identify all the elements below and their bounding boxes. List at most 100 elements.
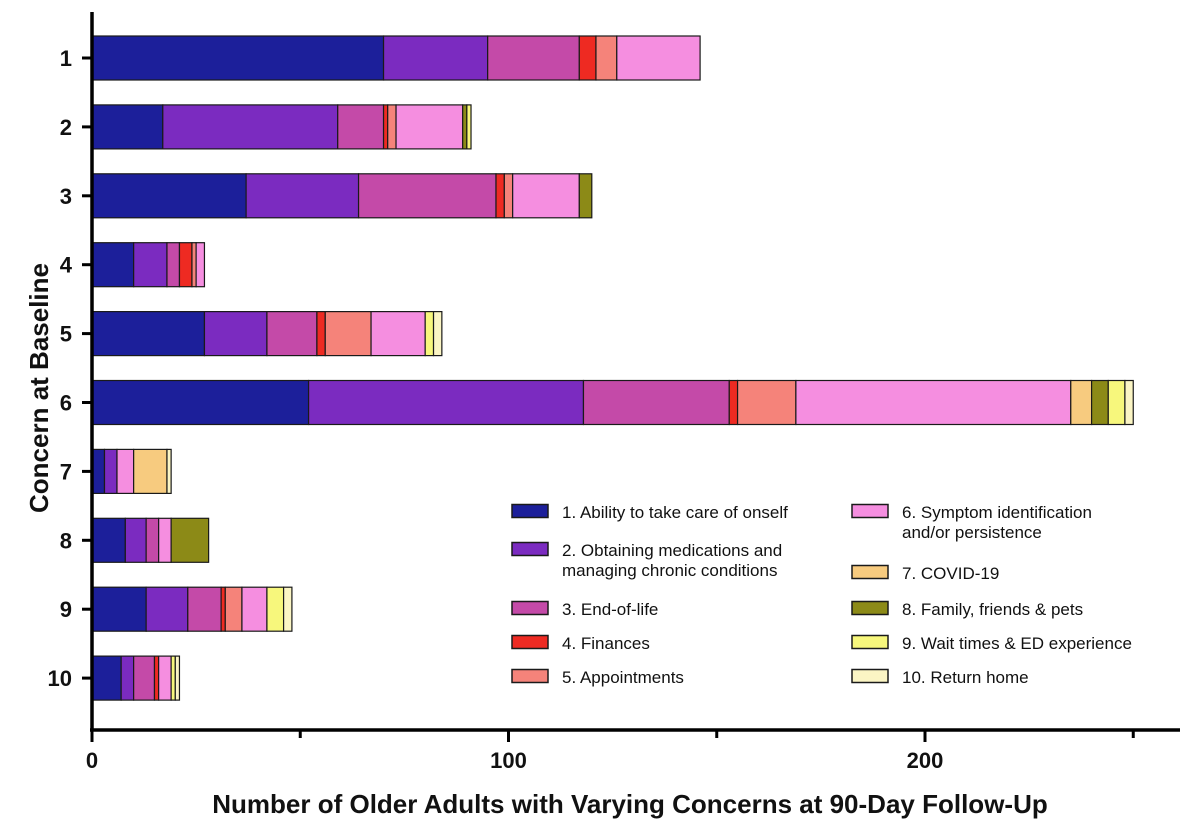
bar-segment-row10-series2 xyxy=(120,655,135,701)
legend-swatch xyxy=(851,503,889,519)
bar-segment-row5-series4 xyxy=(316,311,326,357)
legend-swatch xyxy=(511,503,549,519)
legend-label: 5. Appointments xyxy=(562,668,684,687)
y-tick-label: 10 xyxy=(48,666,72,691)
bar-segment-row8-series6 xyxy=(158,517,172,563)
bar-segment-row10-series1 xyxy=(91,655,122,701)
legend-label: and/or persistence xyxy=(902,523,1042,542)
legend-item: 9. Wait times & ED experience xyxy=(851,634,1132,653)
legend-label: managing chronic conditions xyxy=(562,561,777,580)
y-tick-label: 6 xyxy=(60,391,72,416)
bars-group xyxy=(91,35,1134,701)
legend-swatch xyxy=(851,634,889,650)
bar-segment-row6-series5 xyxy=(736,379,797,426)
bar-segment-row6-series10 xyxy=(1124,379,1134,426)
legend-label: 10. Return home xyxy=(902,668,1029,687)
bar-segment-row6-series9 xyxy=(1107,379,1126,426)
bar-segment-row10-series6 xyxy=(158,655,172,701)
bar-segment-row5-series3 xyxy=(266,311,318,357)
bar-segment-row10-series10 xyxy=(174,655,181,701)
bar-segment-row2-series4 xyxy=(382,104,389,150)
x-tick-label: 100 xyxy=(490,748,527,773)
bar-segment-row6-series6 xyxy=(795,379,1072,426)
bar-segment-row4-series4 xyxy=(178,242,193,288)
x-tick-label: 200 xyxy=(907,748,944,773)
bar-segment-row6-series7 xyxy=(1070,379,1093,426)
y-tick-label: 8 xyxy=(60,528,72,553)
legend-label: 7. COVID-19 xyxy=(902,564,999,583)
bar-segment-row1-series2 xyxy=(382,35,489,81)
legend-item: 3. End-of-life xyxy=(511,600,658,619)
bar-segment-row9-series6 xyxy=(241,586,268,632)
y-axis-title: Concern at Baseline xyxy=(24,263,54,513)
bar-segment-row10-series4 xyxy=(153,655,160,701)
legend-swatch xyxy=(851,668,889,684)
bar-segment-row8-series2 xyxy=(124,517,147,563)
bar-segment-row1-series6 xyxy=(616,35,701,81)
bar-segment-row9-series4 xyxy=(220,586,226,632)
legend-label: 4. Finances xyxy=(562,634,650,653)
bar-segment-row3-series5 xyxy=(503,173,514,219)
x-axis-title: Number of Older Adults with Varying Conc… xyxy=(212,789,1047,819)
bar-segment-row2-series8 xyxy=(462,104,468,150)
legend-item: 8. Family, friends & pets xyxy=(851,600,1083,619)
y-tick-label: 2 xyxy=(60,115,72,140)
bar-segment-row8-series3 xyxy=(145,517,160,563)
bar-segment-row6-series1 xyxy=(91,379,310,426)
y-tick-label: 5 xyxy=(60,322,72,347)
bar-segment-row5-series6 xyxy=(370,311,426,357)
bar-segment-row1-series1 xyxy=(91,35,385,81)
legend-swatch xyxy=(511,541,549,557)
bar-segment-row7-series1 xyxy=(91,448,106,494)
bar-segment-row9-series3 xyxy=(187,586,222,632)
bar-segment-row8-series8 xyxy=(170,517,210,563)
legend-label: 9. Wait times & ED experience xyxy=(902,634,1132,653)
bar-segment-row3-series4 xyxy=(495,173,505,219)
bar-segment-row3-series3 xyxy=(357,173,497,219)
bar-segment-row1-series4 xyxy=(578,35,597,81)
y-tick-label: 9 xyxy=(60,597,72,622)
legend-swatch xyxy=(511,600,549,616)
bar-segment-row2-series9 xyxy=(466,104,472,150)
bar-segment-row5-series5 xyxy=(324,311,372,357)
bar-segment-row2-series1 xyxy=(91,104,164,150)
bar-segment-row4-series1 xyxy=(91,242,135,288)
bar-segment-row4-series5 xyxy=(191,242,197,288)
bar-segment-row6-series2 xyxy=(307,379,585,426)
bar-segment-row6-series3 xyxy=(582,379,730,426)
bar-segment-row9-series1 xyxy=(91,586,147,632)
bar-segment-row2-series5 xyxy=(387,104,397,150)
bar-segment-row9-series9 xyxy=(266,586,285,632)
bar-segment-row3-series1 xyxy=(91,173,247,219)
y-tick-label: 7 xyxy=(60,459,72,484)
bar-segment-row9-series10 xyxy=(282,586,293,632)
legend-item: 10. Return home xyxy=(851,668,1029,687)
legend-swatch xyxy=(851,600,889,616)
legend-item: 1. Ability to take care of onself xyxy=(511,503,788,522)
bar-segment-row4-series3 xyxy=(166,242,181,288)
bar-segment-row6-series8 xyxy=(1090,379,1109,426)
bar-segment-row10-series9 xyxy=(170,655,176,701)
y-tick-label: 1 xyxy=(60,46,72,71)
bar-segment-row9-series2 xyxy=(145,586,189,632)
legend-label: 6. Symptom identification xyxy=(902,503,1092,522)
legend-item: 4. Finances xyxy=(511,634,650,653)
bar-segment-row5-series2 xyxy=(203,311,268,357)
bar-segment-row5-series10 xyxy=(432,311,443,357)
bar-segment-row1-series5 xyxy=(595,35,618,81)
legend-label: 3. End-of-life xyxy=(562,600,658,619)
bar-segment-row2-series3 xyxy=(337,104,385,150)
bar-segment-row4-series2 xyxy=(133,242,168,288)
legend-swatch xyxy=(851,564,889,580)
bar-segment-row3-series2 xyxy=(245,173,360,219)
legend: 1. Ability to take care of onself 2. Obta… xyxy=(511,503,1132,687)
bar-segment-row7-series7 xyxy=(133,448,168,494)
bar-segment-row2-series6 xyxy=(395,104,464,150)
bar-segment-row7-series2 xyxy=(103,448,118,494)
bar-segment-row3-series8 xyxy=(578,173,593,219)
legend-swatch xyxy=(511,634,549,650)
legend-label: 2. Obtaining medications and xyxy=(562,541,782,560)
